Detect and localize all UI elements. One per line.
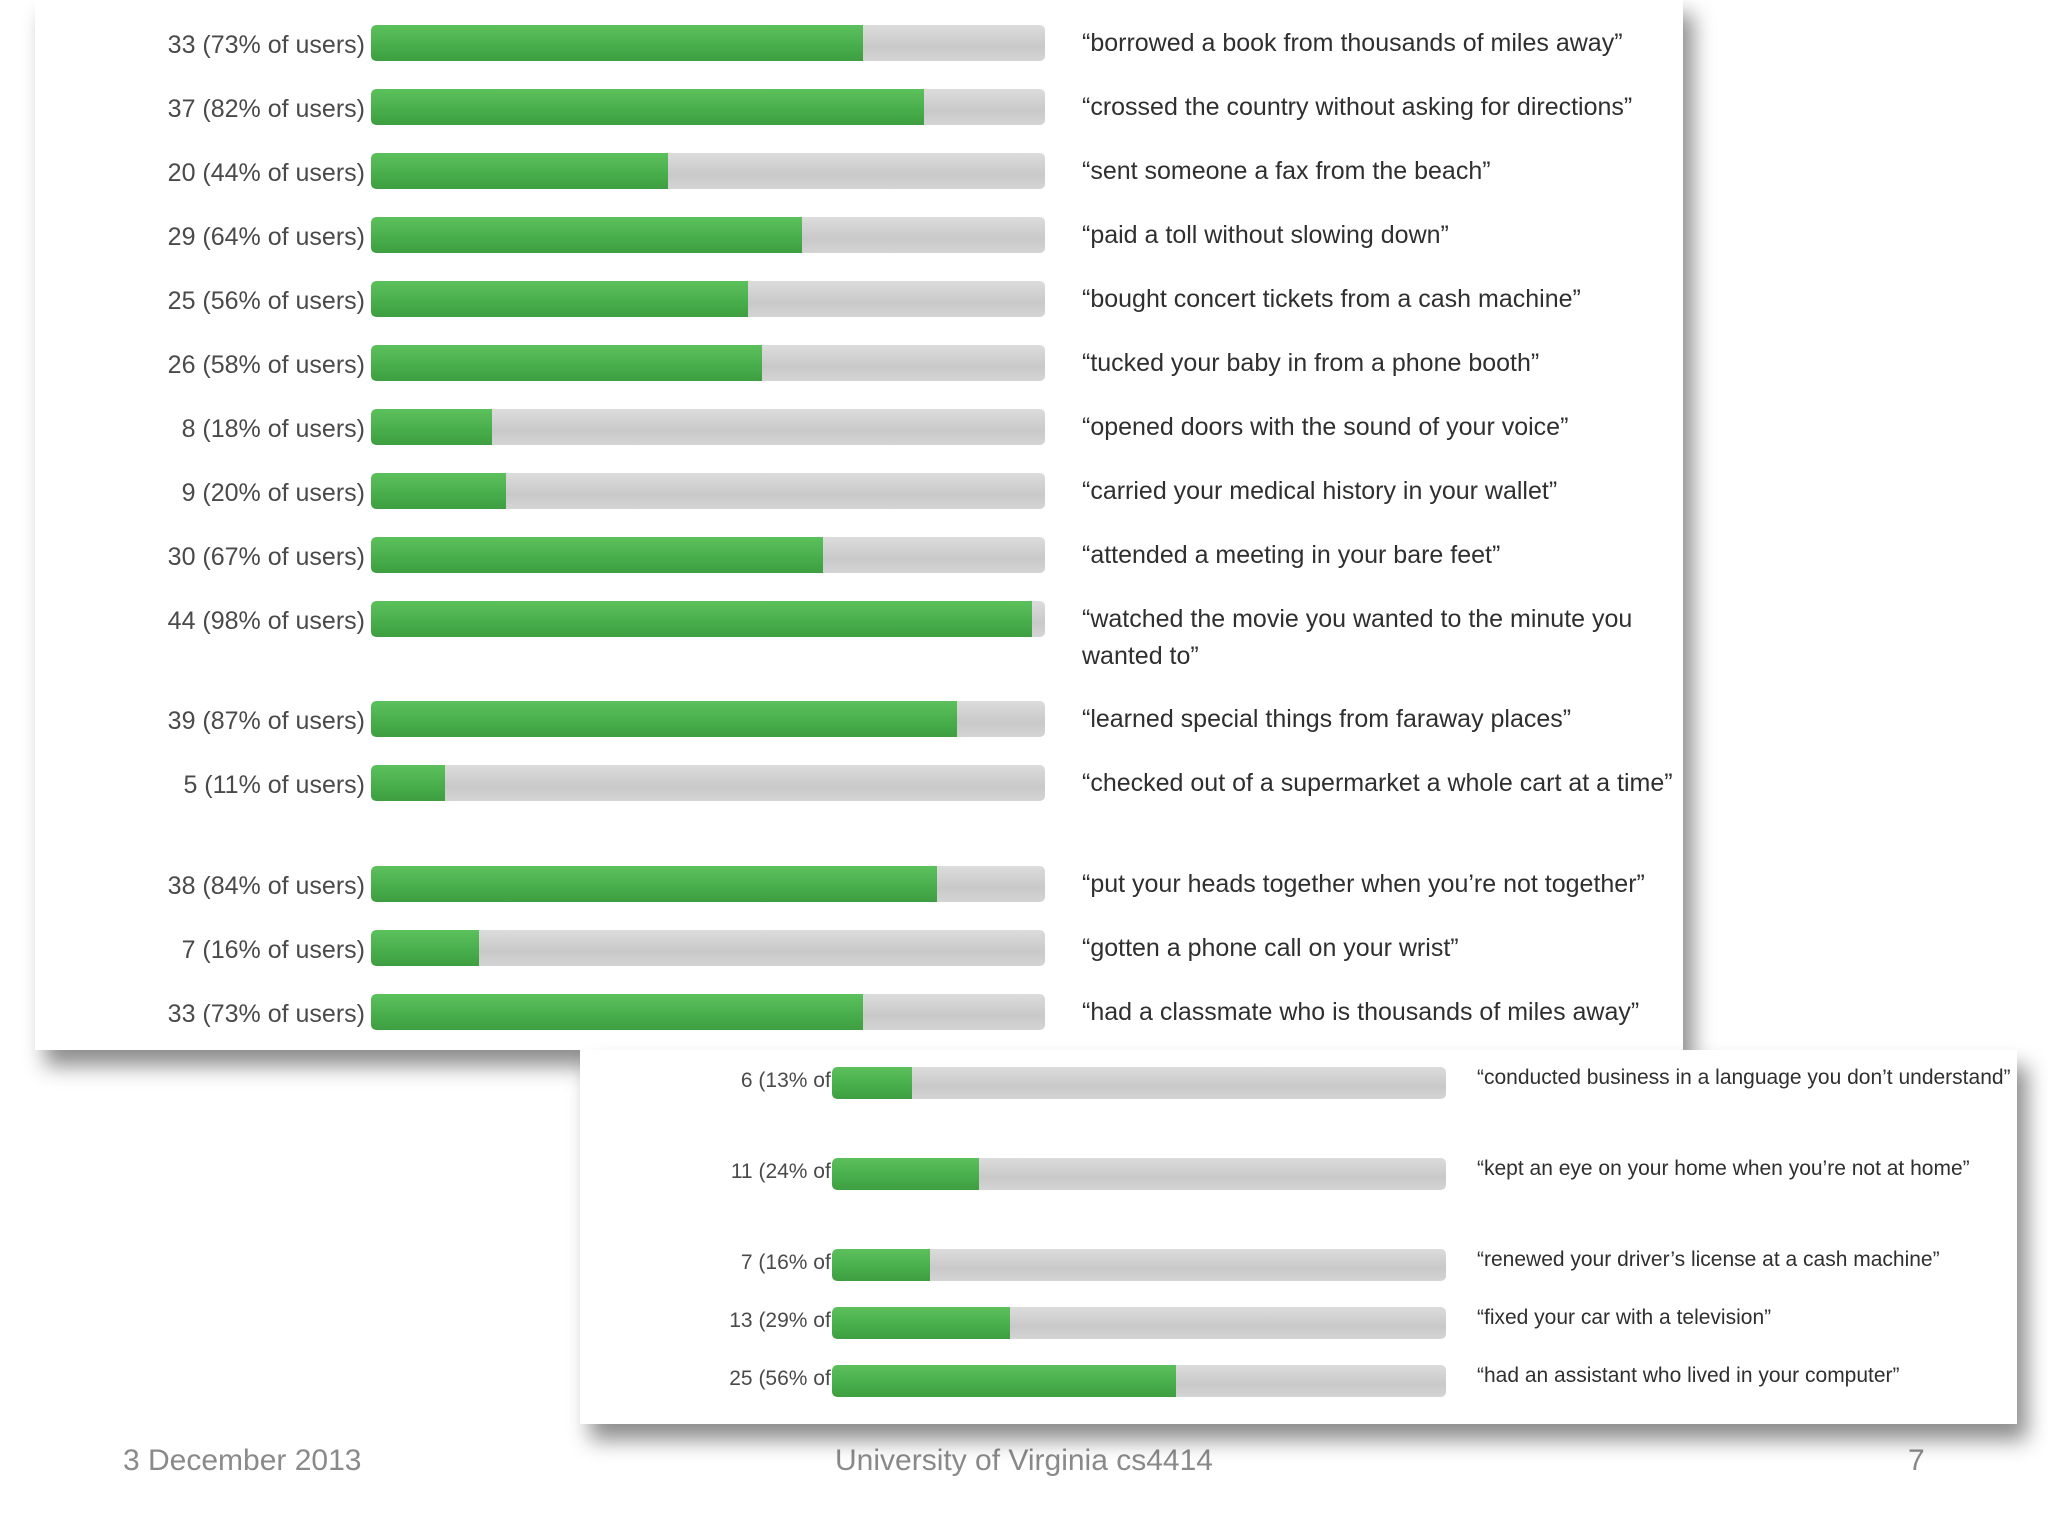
bar-category-label: “learned special things from faraway pla…: [1082, 705, 1572, 733]
bar-track: [371, 701, 1045, 737]
footer-date: 3 December 2013: [123, 1444, 362, 1477]
bar-category-label: “gotten a phone call on your wrist”: [1082, 934, 1459, 962]
bar-count-label: 30 (67% of users): [167, 543, 365, 571]
bar-category-label: “kept an eye on your home when you’re no…: [1477, 1157, 1970, 1180]
bar-fill: [832, 1158, 980, 1190]
bar-fill: [371, 701, 958, 737]
bar-fill: [371, 537, 823, 573]
bar-track: [371, 281, 1045, 317]
bar-count-label: 29 (64% of users): [167, 223, 365, 251]
bar-category-label: “conducted business in a language you do…: [1477, 1066, 2011, 1089]
bar-fill: [832, 1249, 931, 1281]
page-number: 7: [1908, 1444, 1925, 1477]
bar-count-label: 7 (16% of users): [181, 936, 365, 964]
bar-track: [832, 1307, 1446, 1339]
bar-fill: [371, 409, 493, 445]
bar-fill: [371, 345, 762, 381]
bar-count-label: 33 (73% of users): [167, 1000, 365, 1028]
bar-category-label: “borrowed a book from thousands of miles…: [1082, 29, 1623, 57]
bar-fill: [832, 1365, 1176, 1397]
bar-category-label: “opened doors with the sound of your voi…: [1082, 413, 1569, 441]
bar-fill: [832, 1067, 912, 1099]
bar-category-label: “fixed your car with a television”: [1477, 1306, 1772, 1329]
bar-category-label: “bought concert tickets from a cash mach…: [1082, 285, 1581, 313]
bar-count-label: 38 (84% of users): [167, 872, 365, 900]
bar-category-label: “renewed your driver’s license at a cash…: [1477, 1248, 1940, 1271]
bar-track: [832, 1067, 1446, 1099]
bar-track: [371, 866, 1045, 902]
bar-fill: [371, 281, 749, 317]
bar-count-label: 44 (98% of users): [167, 607, 365, 635]
bar-count-label: 37 (82% of users): [167, 95, 365, 123]
bar-category-label: “attended a meeting in your bare feet”: [1082, 541, 1501, 569]
bar-track: [371, 994, 1045, 1030]
bar-fill: [371, 153, 668, 189]
bar-count-label: 25 (56% of users): [167, 287, 365, 315]
bar-count-label: 8 (18% of users): [181, 415, 365, 443]
bar-track: [832, 1365, 1446, 1397]
survey-panel-secondary: 6 (13% of users) “conducted business in a…: [580, 1050, 2017, 1424]
bar-fill: [371, 930, 479, 966]
bar-fill: [371, 765, 446, 801]
bar-track: [371, 537, 1045, 573]
bar-category-label: “carried your medical history in your wa…: [1082, 477, 1558, 505]
bar-fill: [371, 866, 938, 902]
bar-track: [371, 153, 1045, 189]
bar-track: [371, 345, 1045, 381]
bar-count-label: 20 (44% of users): [167, 159, 365, 187]
bar-count-label: 39 (87% of users): [167, 707, 365, 735]
bar-count-label: 26 (58% of users): [167, 351, 365, 379]
bar-fill: [371, 473, 506, 509]
bar-category-label: “put your heads together when you’re not…: [1082, 870, 1645, 898]
bar-fill: [371, 89, 924, 125]
bar-count-label: 33 (73% of users): [167, 31, 365, 59]
bar-track: [371, 217, 1045, 253]
survey-panel-main: 33 (73% of users) “borrowed a book from t…: [35, 0, 1683, 1050]
bar-track: [371, 473, 1045, 509]
bar-track: [371, 765, 1045, 801]
bar-fill: [371, 217, 803, 253]
bar-fill: [371, 994, 864, 1030]
bar-fill: [371, 601, 1032, 637]
bar-track: [371, 930, 1045, 966]
bar-count-label: 5 (11% of users): [183, 771, 365, 799]
bar-category-label: “sent someone a fax from the beach”: [1082, 157, 1491, 185]
bar-track: [832, 1249, 1446, 1281]
bar-category-label: “crossed the country without asking for …: [1082, 93, 1633, 121]
bar-track: [371, 601, 1045, 637]
bar-count-label: 9 (20% of users): [181, 479, 365, 507]
bar-track: [371, 25, 1045, 61]
bar-category-label: “paid a toll without slowing down”: [1082, 221, 1449, 249]
bar-category-label: “had a classmate who is thousands of mil…: [1082, 998, 1640, 1026]
bar-category-label: “had an assistant who lived in your comp…: [1477, 1364, 1900, 1387]
bar-track: [371, 409, 1045, 445]
footer-title: University of Virginia cs4414: [835, 1444, 1213, 1477]
bar-track: [371, 89, 1045, 125]
bar-category-label: “watched the movie you wanted to the min…: [1082, 605, 1633, 670]
bar-category-label: “checked out of a supermarket a whole ca…: [1082, 769, 1673, 797]
bar-fill: [832, 1307, 1011, 1339]
bar-fill: [371, 25, 864, 61]
bar-track: [832, 1158, 1446, 1190]
bar-category-label: “tucked your baby in from a phone booth”: [1082, 349, 1540, 377]
